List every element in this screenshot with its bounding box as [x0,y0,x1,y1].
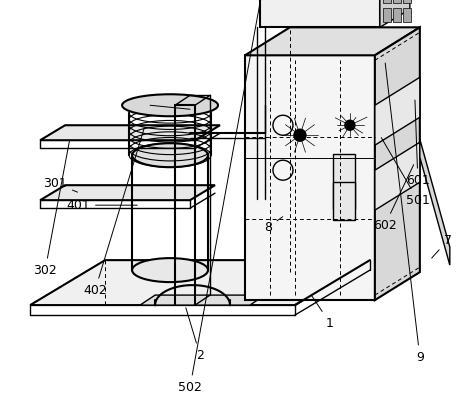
Text: 401: 401 [66,199,138,212]
Polygon shape [380,0,410,27]
Polygon shape [375,142,420,210]
Circle shape [345,120,355,130]
Bar [383,8,391,22]
Bar [403,8,411,22]
Bar [393,0,401,3]
Polygon shape [375,27,420,300]
Text: 502: 502 [178,0,260,393]
Text: 2: 2 [186,308,204,361]
Polygon shape [40,185,215,200]
Text: 8: 8 [264,217,283,234]
Polygon shape [30,260,370,305]
Text: 7: 7 [432,234,452,258]
Circle shape [294,129,306,141]
Text: 602: 602 [373,165,414,232]
Polygon shape [140,295,265,305]
Polygon shape [245,55,375,300]
Text: 402: 402 [83,128,144,297]
Polygon shape [245,27,420,55]
Ellipse shape [132,258,208,282]
Polygon shape [375,77,420,145]
Bar [393,8,401,22]
Polygon shape [40,125,220,140]
Bar [383,0,391,3]
Bar [333,182,355,220]
Polygon shape [420,139,450,265]
Text: 501: 501 [382,138,430,207]
Text: 302: 302 [33,140,70,277]
Polygon shape [260,0,380,27]
Bar [403,0,411,3]
Bar [333,154,355,209]
Text: 301: 301 [43,177,78,192]
Ellipse shape [122,94,218,116]
Ellipse shape [132,143,208,167]
Text: 601: 601 [406,100,430,187]
Text: 1: 1 [311,295,334,330]
Text: 9: 9 [385,63,424,364]
